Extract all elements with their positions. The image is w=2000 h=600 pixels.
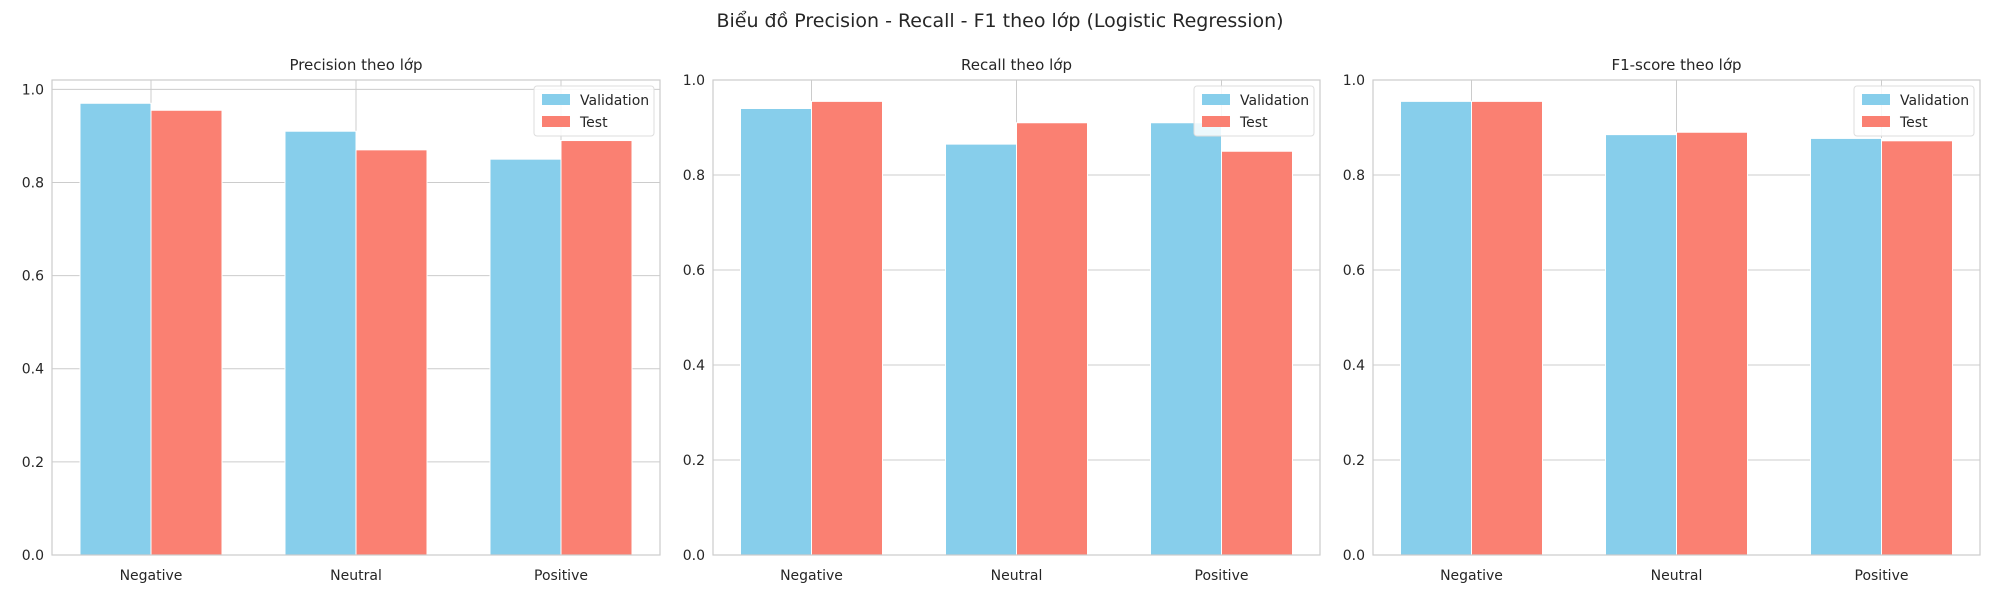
y-tick-label: 0.8 xyxy=(22,175,44,191)
x-tick-label: Negative xyxy=(780,568,843,584)
y-tick-label: 0.8 xyxy=(1343,168,1365,184)
legend-swatch xyxy=(542,94,570,105)
legend-swatch xyxy=(1862,94,1890,105)
bar-test xyxy=(1471,100,1543,556)
y-tick-label: 0.2 xyxy=(683,453,705,469)
x-tick-label: Positive xyxy=(1855,568,1909,584)
bar-validation xyxy=(1150,122,1222,556)
panel-1: 0.0 0.2 0.4 0.6 0.8 1.0 Negative Neutral Positiv… xyxy=(683,56,1321,584)
y-tick-label: 0.4 xyxy=(22,362,44,378)
y-tick-label: 0.2 xyxy=(1343,453,1365,469)
legend-label: Test xyxy=(1239,115,1268,131)
bar-validation xyxy=(284,130,357,556)
legend: Validation Test xyxy=(1853,85,1975,137)
bar-validation xyxy=(79,102,152,556)
bar-test xyxy=(1221,150,1293,556)
panel-title: Recall theo lớp xyxy=(961,56,1072,74)
x-tick-label: Positive xyxy=(1195,568,1249,584)
legend-label: Test xyxy=(1899,115,1928,131)
axes-frame xyxy=(712,79,1321,556)
bar-validation xyxy=(1400,100,1472,556)
legend: Validation Test xyxy=(1193,85,1315,137)
y-tick-label: 1.0 xyxy=(1343,73,1365,89)
legend-label: Validation xyxy=(580,93,649,109)
x-tick-label: Neutral xyxy=(991,568,1043,584)
x-tick-label: Positive xyxy=(534,568,588,584)
y-tick-label: 0.0 xyxy=(1343,548,1365,564)
y-tick-label: 0.8 xyxy=(683,168,705,184)
axes-frame xyxy=(51,79,661,556)
legend-label: Validation xyxy=(1900,93,1969,109)
figure-title: Biểu đồ Precision - Recall - F1 theo lớp… xyxy=(716,10,1284,32)
bar-test xyxy=(1676,131,1748,556)
bar-validation xyxy=(1605,134,1677,556)
axes-frame xyxy=(1372,79,1981,556)
panel-title: F1-score theo lớp xyxy=(1611,56,1741,74)
y-tick-label: 0.6 xyxy=(22,269,44,285)
y-tick-label: 0.0 xyxy=(683,548,705,564)
bar-test xyxy=(150,109,223,556)
x-tick-label: Neutral xyxy=(1651,568,1703,584)
legend-swatch xyxy=(542,116,570,127)
y-tick-label: 0.0 xyxy=(22,548,44,564)
legend-swatch xyxy=(1862,116,1890,127)
y-tick-label: 1.0 xyxy=(683,73,705,89)
legend-label: Validation xyxy=(1240,93,1309,109)
panel-0: 0.0 0.2 0.4 0.6 0.8 1.0 Negative Neutral Positiv… xyxy=(22,56,661,584)
bar-validation xyxy=(740,108,812,556)
x-tick-label: Negative xyxy=(1440,568,1503,584)
panel-2: 0.0 0.2 0.4 0.6 0.8 1.0 Negative Neutral Positiv… xyxy=(1343,56,1981,584)
bar-validation xyxy=(945,143,1017,556)
bar-test xyxy=(1016,122,1088,556)
y-tick-label: 1.0 xyxy=(22,82,44,98)
legend-label: Test xyxy=(579,115,608,131)
bar-test xyxy=(355,149,428,556)
bar-test xyxy=(1881,140,1953,556)
x-tick-label: Negative xyxy=(120,568,183,584)
y-tick-label: 0.2 xyxy=(22,455,44,471)
bar-validation xyxy=(489,158,562,556)
y-tick-label: 0.4 xyxy=(1343,358,1365,374)
x-tick-label: Neutral xyxy=(330,568,382,584)
y-tick-label: 0.6 xyxy=(1343,263,1365,279)
legend-swatch xyxy=(1202,116,1230,127)
panel-title: Precision theo lớp xyxy=(289,56,422,74)
bar-validation xyxy=(1810,137,1882,556)
legend: Validation Test xyxy=(533,85,655,137)
y-tick-label: 0.4 xyxy=(683,358,705,374)
y-tick-label: 0.6 xyxy=(683,263,705,279)
legend-swatch xyxy=(1202,94,1230,105)
bar-test xyxy=(811,100,883,556)
bar-test xyxy=(560,140,633,556)
